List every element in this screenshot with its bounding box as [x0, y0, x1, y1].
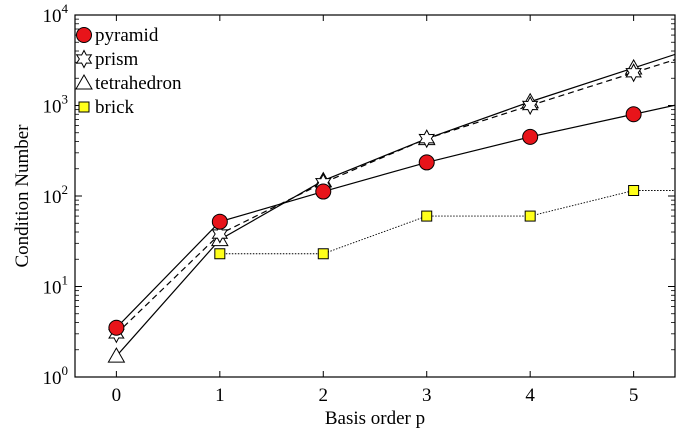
legend-label-pyramid: pyramid [95, 25, 159, 46]
legend-marker-brick [78, 101, 90, 113]
point-pyramid [108, 319, 125, 336]
y-tick-label: 100 [43, 363, 69, 389]
y-axis-label: Condition Number [12, 124, 33, 268]
point-prism [418, 129, 436, 149]
y-tick-label: 101 [43, 273, 69, 299]
legend-label-brick: brick [95, 97, 135, 118]
point-brick [524, 210, 536, 222]
y-tick-label: 104 [43, 1, 69, 27]
series-line-prism [115, 59, 675, 335]
y-tick-label: 103 [43, 92, 69, 118]
point-pyramid [522, 128, 539, 145]
point-brick [317, 248, 329, 260]
series-line-brick [219, 190, 675, 255]
series-lines [115, 53, 675, 357]
point-brick [214, 248, 226, 260]
point-brick [421, 210, 433, 222]
x-axis-label: Basis order p [325, 408, 425, 429]
legend-label-prism: prism [95, 49, 139, 70]
point-prism [625, 63, 642, 83]
legend: pyramid prism tetrahedron brick [75, 25, 182, 118]
legend-marker-tetrahedron [75, 73, 93, 90]
legend-marker-prism [75, 49, 93, 69]
x-tick-label: 0 [112, 385, 122, 406]
point-pyramid [211, 213, 228, 230]
y-tick-label: 102 [43, 182, 69, 208]
point-brick [628, 185, 640, 197]
plot-frame [74, 14, 676, 378]
x-tick-label: 5 [629, 385, 639, 406]
point-tetrahedron [107, 347, 126, 363]
legend-marker-pyramid [76, 27, 92, 43]
x-tick-label: 4 [525, 385, 535, 406]
series-markers [107, 58, 643, 363]
x-tick-label: 3 [422, 385, 432, 406]
point-pyramid [418, 154, 435, 171]
axes: 0 1 2 3 4 5 100 101 102 103 104 [43, 1, 675, 406]
series-line-pyramid [115, 104, 675, 329]
series-line-tetrahedron [115, 53, 675, 357]
point-prism [211, 224, 229, 244]
x-tick-label: 1 [215, 385, 225, 406]
point-pyramid [315, 183, 332, 200]
legend-label-tetrahedron: tetrahedron [95, 73, 182, 94]
point-prism [521, 95, 539, 116]
x-tick-label: 2 [319, 385, 329, 406]
point-pyramid [625, 106, 642, 123]
